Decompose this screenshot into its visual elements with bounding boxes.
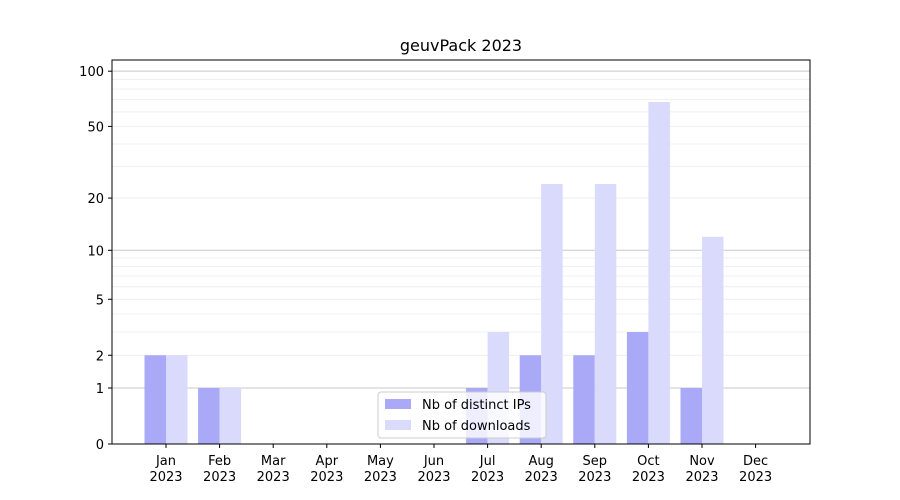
y-tick-label: 10 <box>87 244 104 259</box>
bar <box>626 332 649 444</box>
x-tick-label: Oct <box>637 454 659 469</box>
x-tick-label: 2023 <box>685 470 718 485</box>
legend: Nb of distinct IPs Nb of downloads <box>377 391 547 439</box>
x-tick-label: Apr <box>316 454 339 469</box>
chart-title: geuvPack 2023 <box>400 36 522 55</box>
x-tick-label: Aug <box>529 454 554 469</box>
y-tick-label: 5 <box>96 293 104 308</box>
bar <box>702 236 724 444</box>
legend-swatch <box>385 420 411 430</box>
bar <box>573 355 595 444</box>
bar <box>594 183 617 444</box>
x-tick-label: 2023 <box>578 470 611 485</box>
x-tick-label: Nov <box>689 454 715 469</box>
legend-swatch <box>385 399 411 409</box>
x-tick-label: 2023 <box>525 470 558 485</box>
x-tick-label: 2023 <box>632 470 665 485</box>
bar <box>680 388 702 444</box>
x-tick-label: May <box>367 454 394 469</box>
plot-frame <box>111 59 811 445</box>
x-tick-label: Jun <box>423 454 444 469</box>
x-tick-label: Mar <box>261 454 286 469</box>
x-tick-label: 2023 <box>471 470 504 485</box>
y-tick-label: 2 <box>96 349 104 364</box>
x-tick-label: 2023 <box>149 470 182 485</box>
y-tick-label: 0 <box>96 438 104 453</box>
legend-label: Nb of downloads <box>422 419 531 434</box>
bar <box>144 355 166 444</box>
x-tick-label: 2023 <box>310 470 343 485</box>
bar <box>166 355 188 444</box>
y-tick-label: 50 <box>87 120 104 135</box>
x-tick-label: 2023 <box>203 470 236 485</box>
x-tick-label: Dec <box>743 454 768 469</box>
y-tick-label: 20 <box>87 192 104 207</box>
y-tick-label: 1 <box>96 382 104 397</box>
x-tick-label: Feb <box>208 454 231 469</box>
x-tick-label: Jul <box>479 454 496 469</box>
bar <box>541 183 563 444</box>
legend-box <box>377 391 547 439</box>
x-tick-label: 2023 <box>417 470 450 485</box>
x-tick-label: 2023 <box>364 470 397 485</box>
x-tick-label: 2023 <box>257 470 290 485</box>
x-tick-label: Sep <box>583 454 608 469</box>
x-tick-label: 2023 <box>739 470 772 485</box>
bar <box>198 388 220 444</box>
x-tick-label: Jan <box>155 454 176 469</box>
bar <box>219 388 242 444</box>
bar <box>648 101 670 444</box>
legend-label: Nb of distinct IPs <box>422 398 531 413</box>
y-tick-label: 100 <box>79 65 104 80</box>
